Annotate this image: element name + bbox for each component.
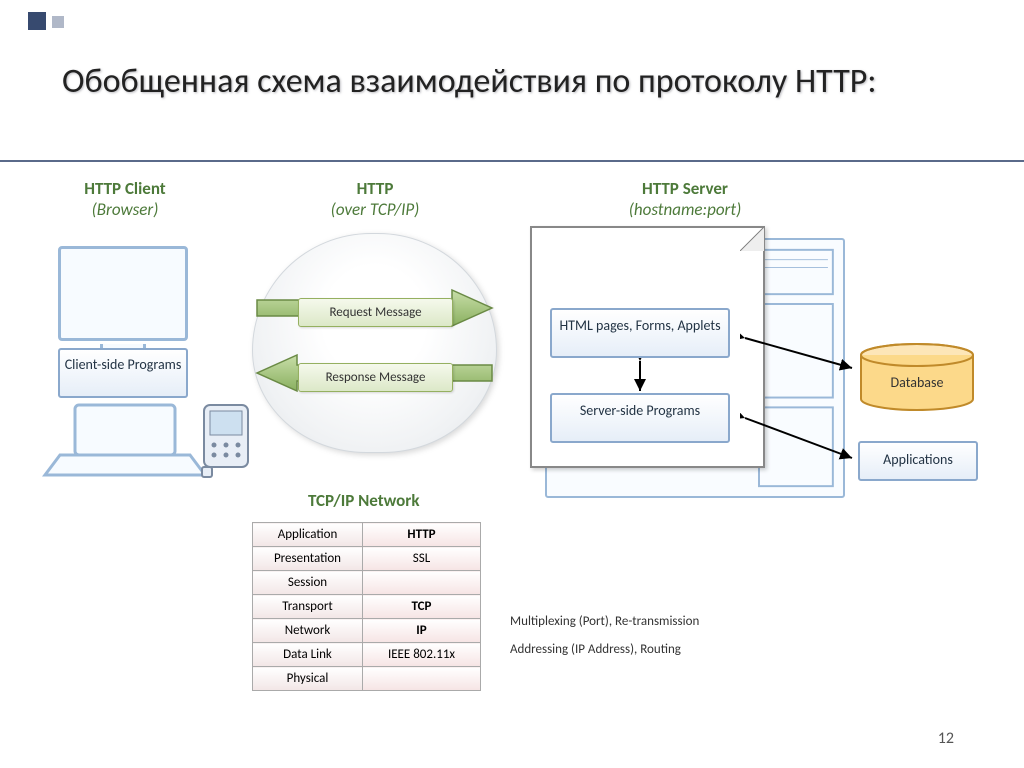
stack-protocol-cell — [363, 571, 481, 595]
col-client-title: HTTP Client — [84, 178, 165, 199]
stack-protocol-cell: HTTP — [363, 523, 481, 547]
stack-layer-cell: Physical — [253, 667, 363, 691]
col-server-sub: (hostname:port) — [585, 199, 785, 220]
request-label: Request Message — [298, 298, 453, 327]
connector-internal-icon — [633, 358, 647, 396]
html-pages-box: HTML pages, Forms, Applets — [550, 308, 730, 358]
slide-decor — [28, 12, 64, 30]
stack-layer-cell: Transport — [253, 595, 363, 619]
applications-box: Applications — [858, 441, 978, 481]
stack-layer-cell: Data Link — [253, 643, 363, 667]
transport-annotation: Multiplexing (Port), Re-transmission — [510, 614, 699, 629]
stack-layer-cell: Session — [253, 571, 363, 595]
stack-protocol-cell: IEEE 802.11x — [363, 643, 481, 667]
response-label: Response Message — [298, 363, 453, 392]
network-annotation: Addressing (IP Address), Routing — [510, 642, 681, 657]
stack-row: NetworkIP — [253, 619, 481, 643]
stack-layer-cell: Application — [253, 523, 363, 547]
col-http-title: HTTP — [357, 178, 394, 199]
col-http-sub: (over TCP/IP) — [300, 199, 450, 220]
page-number: 12 — [938, 729, 954, 748]
network-cloud-icon — [252, 233, 497, 453]
stack-protocol-cell: SSL — [363, 547, 481, 571]
laptop-icon — [40, 400, 210, 480]
connector-db-icon — [740, 328, 860, 388]
stack-row: ApplicationHTTP — [253, 523, 481, 547]
tcpip-network-label: TCP/IP Network — [308, 490, 420, 511]
phone-icon — [200, 403, 252, 478]
col-server-header: HTTP Server (hostname:port) — [585, 178, 785, 221]
http-diagram: HTTP Client (Browser) HTTP (over TCP/IP)… — [40, 178, 980, 718]
database-icon: Database — [858, 343, 976, 411]
connector-app-icon — [740, 408, 860, 468]
database-label: Database — [891, 374, 944, 391]
slide-title: Обобщенная схема взаимодействия по прото… — [62, 62, 876, 103]
col-http-header: HTTP (over TCP/IP) — [300, 178, 450, 221]
col-client-sub: (Browser) — [55, 199, 195, 220]
server-programs-box: Server-side Programs — [550, 393, 730, 443]
client-programs-box: Client-side Programs — [58, 348, 188, 398]
stack-protocol-cell: IP — [363, 619, 481, 643]
stack-layer-cell: Network — [253, 619, 363, 643]
stack-protocol-cell — [363, 667, 481, 691]
title-underline — [0, 160, 1024, 162]
col-client-header: HTTP Client (Browser) — [55, 178, 195, 221]
stack-row: Session — [253, 571, 481, 595]
protocol-stack-table: ApplicationHTTPPresentationSSLSessionTra… — [252, 522, 481, 691]
stack-row: Data LinkIEEE 802.11x — [253, 643, 481, 667]
stack-row: TransportTCP — [253, 595, 481, 619]
stack-row: PresentationSSL — [253, 547, 481, 571]
monitor-icon — [58, 246, 188, 341]
stack-protocol-cell: TCP — [363, 595, 481, 619]
col-server-title: HTTP Server — [642, 178, 728, 199]
stack-row: Physical — [253, 667, 481, 691]
stack-layer-cell: Presentation — [253, 547, 363, 571]
